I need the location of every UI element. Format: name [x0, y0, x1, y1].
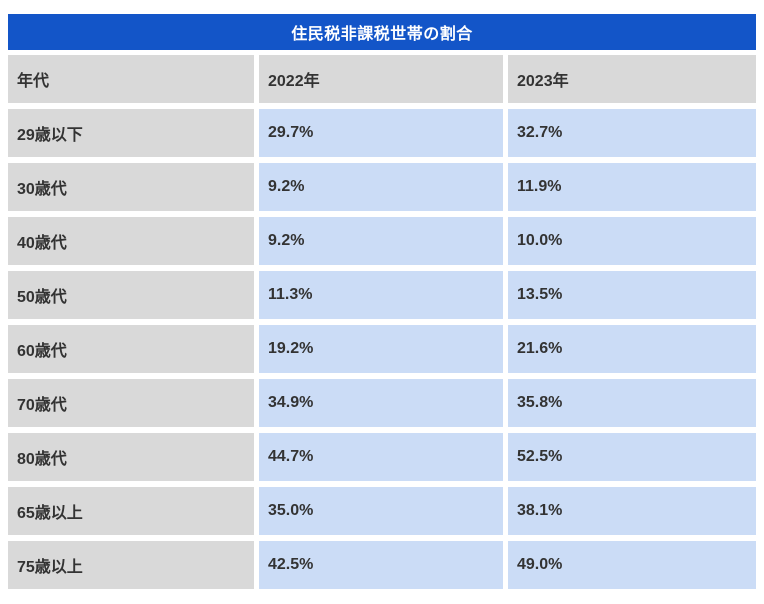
table-title-bar: 住民税非課税世帯の割合 [8, 14, 756, 50]
row-label-50s: 50歳代 [8, 271, 254, 319]
column-header-age-group: 年代 [8, 55, 254, 103]
column-header-2023: 2023年 [508, 55, 756, 103]
tax-exempt-households-table-figure: 住民税非課税世帯の割合 年代 2022年 2023年 29歳以下 29.7% 3… [8, 14, 756, 589]
row-label-under-29: 29歳以下 [8, 109, 254, 157]
value-80s-2022: 44.7% [259, 433, 503, 481]
row-label-80s: 80歳代 [8, 433, 254, 481]
row-label-over-75: 75歳以上 [8, 541, 254, 589]
value-70s-2022: 34.9% [259, 379, 503, 427]
value-under-29-2023: 32.7% [508, 109, 756, 157]
value-80s-2023: 52.5% [508, 433, 756, 481]
row-label-60s: 60歳代 [8, 325, 254, 373]
value-over-65-2023: 38.1% [508, 487, 756, 535]
value-50s-2022: 11.3% [259, 271, 503, 319]
row-label-70s: 70歳代 [8, 379, 254, 427]
row-label-over-65: 65歳以上 [8, 487, 254, 535]
value-40s-2022: 9.2% [259, 217, 503, 265]
value-60s-2022: 19.2% [259, 325, 503, 373]
row-label-30s: 30歳代 [8, 163, 254, 211]
column-header-2022: 2022年 [259, 55, 503, 103]
value-30s-2023: 11.9% [508, 163, 756, 211]
value-50s-2023: 13.5% [508, 271, 756, 319]
value-40s-2023: 10.0% [508, 217, 756, 265]
value-over-75-2023: 49.0% [508, 541, 756, 589]
value-70s-2023: 35.8% [508, 379, 756, 427]
row-label-40s: 40歳代 [8, 217, 254, 265]
value-over-75-2022: 42.5% [259, 541, 503, 589]
table-title: 住民税非課税世帯の割合 [291, 26, 473, 43]
value-over-65-2022: 35.0% [259, 487, 503, 535]
data-table: 年代 2022年 2023年 29歳以下 29.7% 32.7% 30歳代 9.… [8, 55, 756, 589]
value-30s-2022: 9.2% [259, 163, 503, 211]
value-under-29-2022: 29.7% [259, 109, 503, 157]
value-60s-2023: 21.6% [508, 325, 756, 373]
